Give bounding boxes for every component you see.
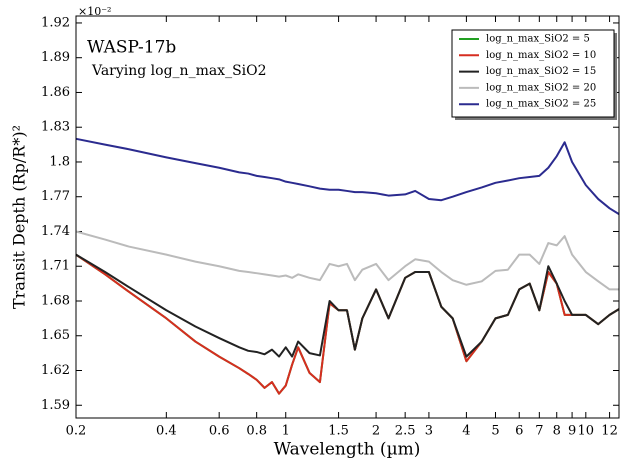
x-tick-label: 0.6 (209, 424, 230, 439)
y-tick-label: 1.83 (41, 120, 70, 135)
y-tick-label: 1.68 (41, 293, 70, 308)
legend: log_n_max_SiO2 = 5 log_n_max_SiO2 = 10 log… (451, 29, 617, 120)
y-tick-label: 1.74 (41, 224, 70, 239)
legend-label: log_n_max_SiO2 = 5 (486, 34, 590, 45)
series-line (75, 137, 620, 215)
legend-label: log_n_max_SiO2 = 15 (486, 66, 596, 77)
legend-label: log_n_max_SiO2 = 25 (486, 99, 596, 110)
legend-box (451, 29, 615, 118)
x-axis-label: Wavelength (µm) (274, 440, 421, 460)
x-tick-label: 1.5 (328, 424, 349, 439)
x-tick-label: 3 (425, 424, 433, 439)
x-tick-label: 0.2 (66, 424, 87, 439)
x-tick-label: 1 (282, 424, 290, 439)
series-line (75, 253, 620, 395)
legend-label: log_n_max_SiO2 = 20 (486, 82, 596, 93)
x-tick-label: 6 (515, 424, 523, 439)
y-axis-label: Transit Depth (Rp/R*)² (10, 125, 29, 309)
x-tick-label: 2.5 (395, 424, 416, 439)
x-tick-label: 10 (578, 424, 595, 439)
y-tick-label: 1.86 (41, 85, 70, 100)
series-line (75, 253, 620, 395)
y-tick-label: 1.62 (41, 363, 70, 378)
y-tick-label: 1.65 (41, 328, 70, 343)
y-tick-label: 1.77 (41, 189, 70, 204)
x-tick-label: 12 (601, 424, 618, 439)
x-tick-label: 2 (372, 424, 380, 439)
plot-frame (75, 15, 620, 419)
y-tick-label: 1.92 (41, 15, 70, 30)
x-tick-label: 7 (535, 424, 543, 439)
x-tick-label: 5 (491, 424, 499, 439)
chart-title: WASP-17b (87, 38, 176, 58)
y-tick-label: 1.89 (41, 50, 70, 65)
chart-subtitle: Varying log_n_max_SiO2 (91, 63, 267, 79)
legend-label: log_n_max_SiO2 = 10 (486, 50, 596, 61)
y-tick-label: 1.59 (41, 398, 70, 413)
x-tick-label: 4 (462, 424, 470, 439)
x-tick-label: 0.4 (156, 424, 177, 439)
y-tick-label: 1.8 (49, 154, 70, 169)
series-line (75, 253, 620, 358)
y-tick-label: 1.71 (41, 259, 70, 274)
x-tick-label: 8 (553, 424, 561, 439)
x-tick-label: 0.8 (246, 424, 267, 439)
x-tick-label: 9 (568, 424, 576, 439)
series-line (75, 230, 619, 291)
y-offset-label: ×10⁻² (78, 5, 111, 18)
